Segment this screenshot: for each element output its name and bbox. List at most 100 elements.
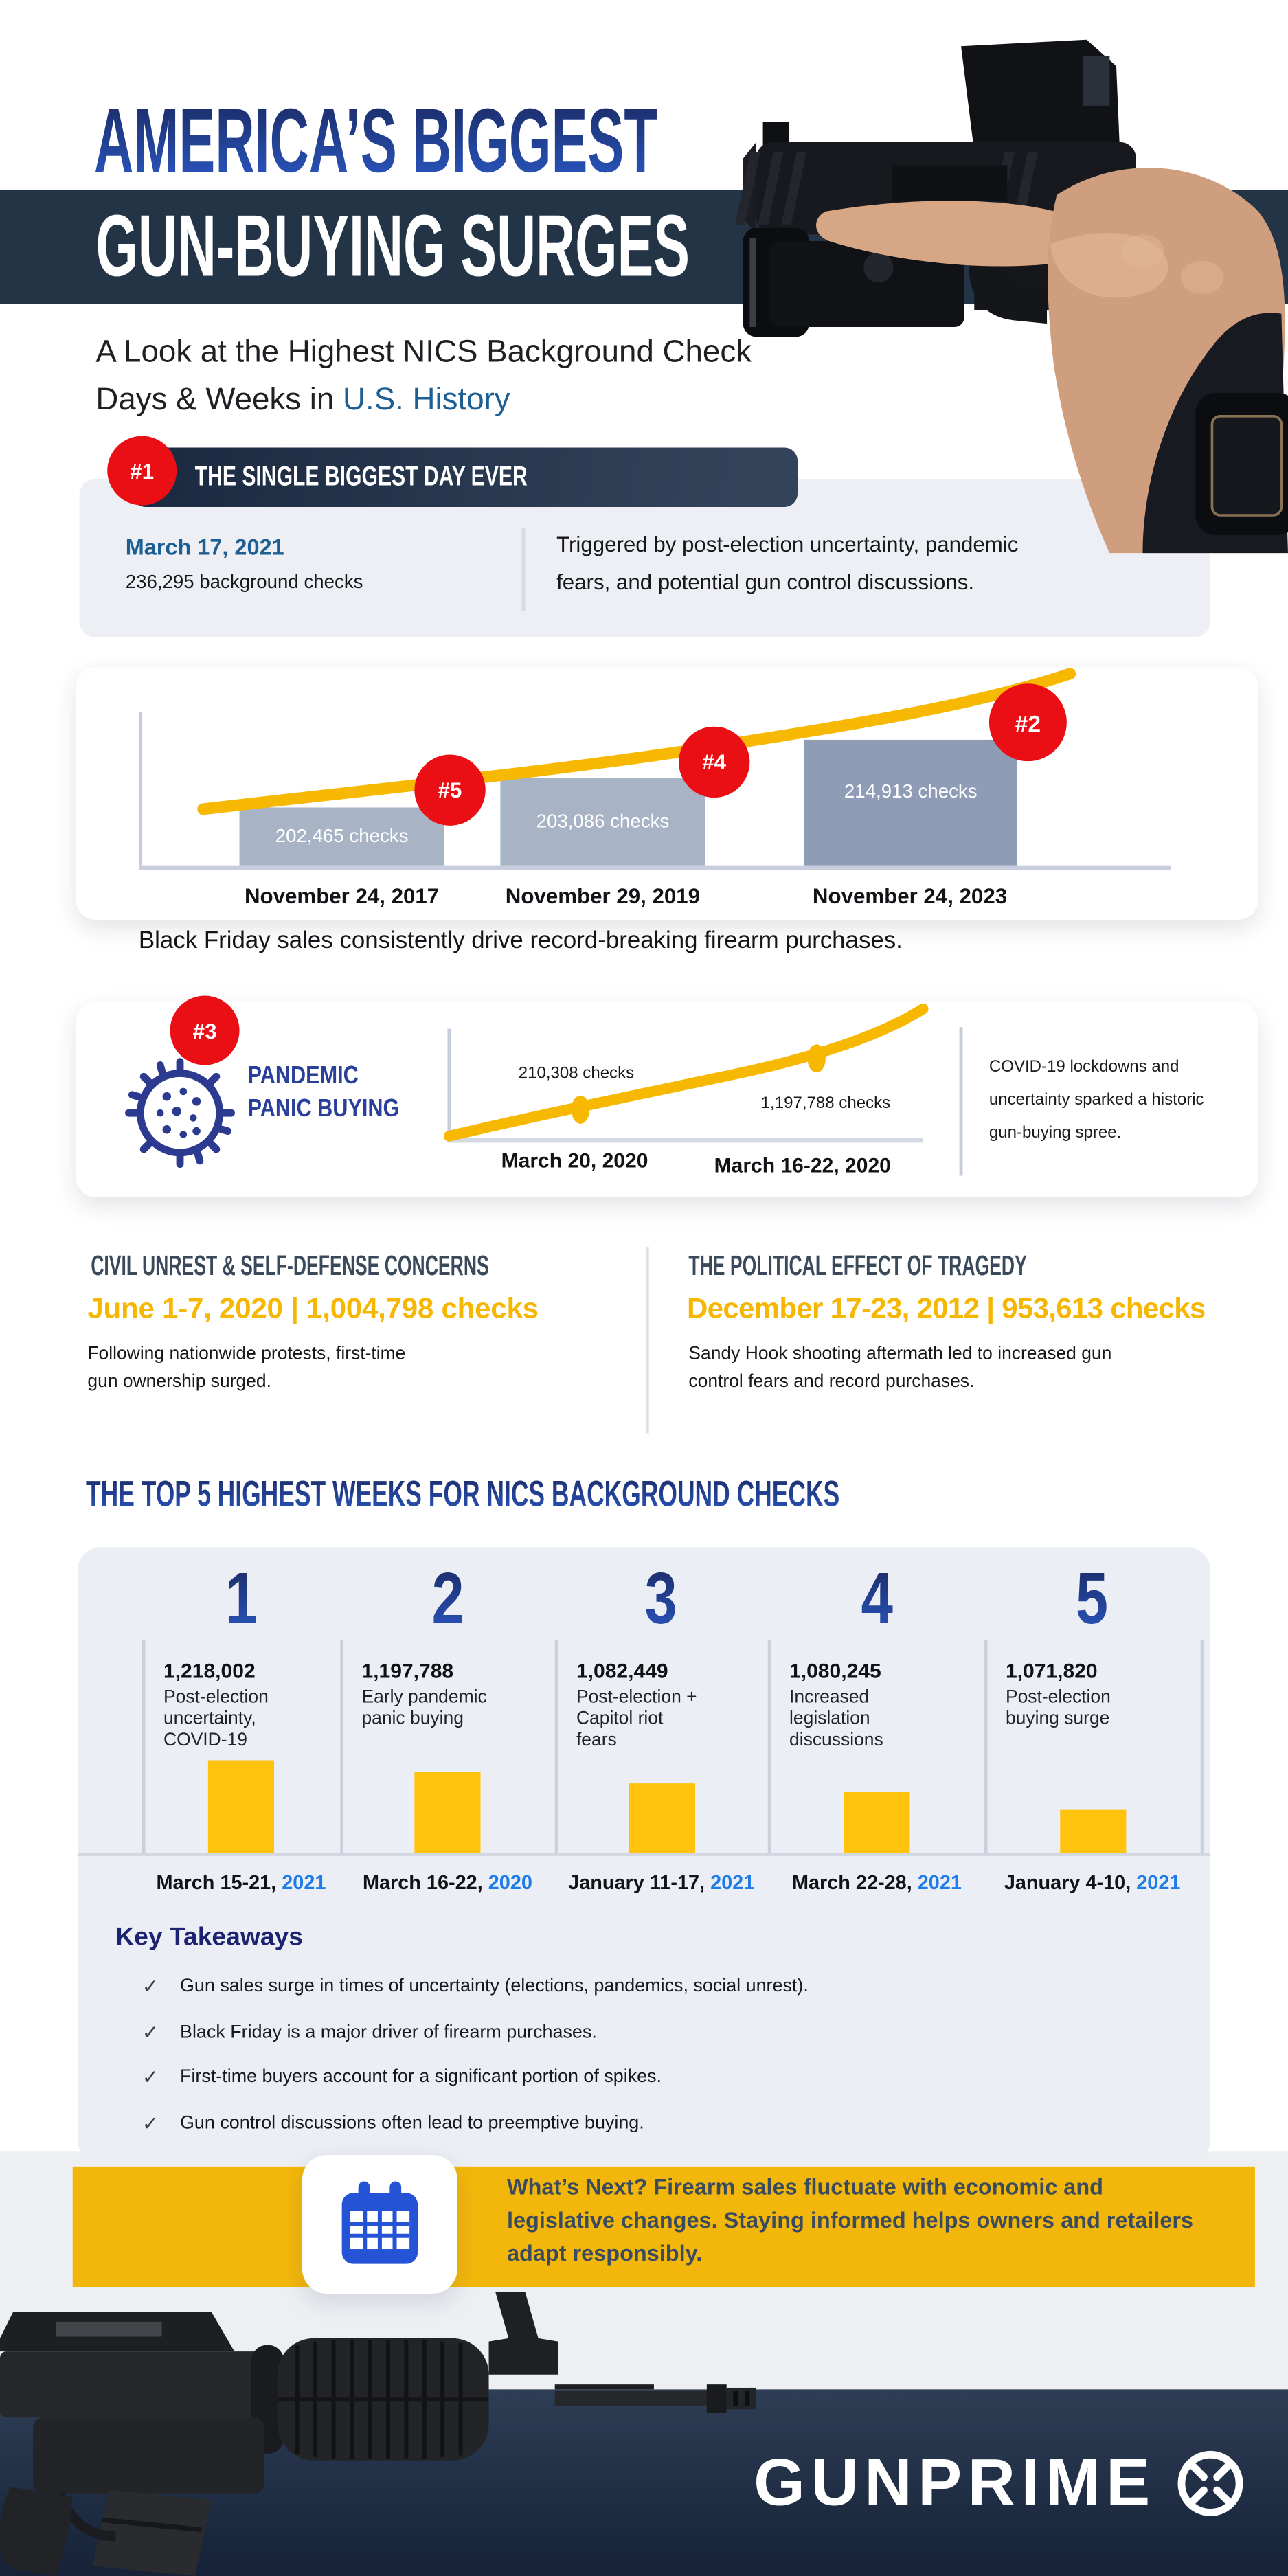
page-title-line2: GUN-BUYING SURGES (95, 198, 690, 296)
takeaways-title: Key Takeaways (115, 1923, 304, 1952)
bf-date-2019: November 29, 2019 (505, 883, 700, 909)
top5-divider (767, 1640, 771, 1853)
takeaway-item: ✓ Gun sales surge in times of uncertainty… (142, 1974, 809, 1998)
rank2-badge: #2 (988, 683, 1067, 762)
top5-panel: 1 2 3 4 5 1,218,002 Post-election uncert… (77, 1547, 1211, 2164)
takeaway-item: ✓ First-time buyers account for a signifi… (142, 2066, 662, 2089)
check-icon: ✓ (142, 1974, 159, 1998)
top5-item: 1,218,002 Post-election uncertainty, COV… (163, 1660, 289, 1752)
bf-x-axis (138, 865, 1171, 870)
virus-icon (125, 1058, 235, 1168)
top5-year: 2020 (488, 1871, 532, 1895)
event2-description: Sandy Hook shooting aftermath led to inc… (688, 1344, 1112, 1393)
check-icon: ✓ (142, 2020, 159, 2044)
rank3-badge: #3 (170, 995, 240, 1065)
top5-divider (984, 1640, 987, 1853)
top5-year: 2021 (917, 1871, 962, 1895)
top5-year: 2021 (710, 1871, 755, 1895)
top5-year: 2021 (1136, 1871, 1181, 1895)
section1-header-bar: THE SINGLE BIGGEST DAY EVER (132, 447, 798, 507)
pandemic-title-line1: PANDEMIC (247, 1061, 359, 1090)
top5-rank-4: 4 (860, 1559, 893, 1640)
top5-rank-5: 5 (1075, 1559, 1108, 1640)
event1-title: CIVIL UNREST & SELF-DEFENSE CONCERNS (91, 1250, 489, 1282)
pandemic-point2-value: 1,197,788 checks (760, 1094, 891, 1114)
top5-divider (340, 1640, 343, 1853)
takeaway-item: ✓ Black Friday is a major driver of firea… (142, 2020, 597, 2044)
top5-value: 1,197,788 (361, 1659, 454, 1683)
top5-value: 1,071,820 (1005, 1659, 1098, 1683)
event1-description: Following nationwide protests, first-tim… (87, 1344, 406, 1393)
pandemic-x-axis (447, 1138, 923, 1143)
whats-next-banner (72, 2165, 1255, 2287)
subtitle-highlight: U.S. History (343, 382, 510, 417)
pandemic-description: COVID-19 lockdowns and uncertainty spark… (988, 1058, 1204, 1143)
pandemic-title-line2: PANIC BUYING (247, 1094, 400, 1123)
event2-stat: December 17-23, 2012 | 953,613 checks (686, 1291, 1206, 1324)
top5-bar-2 (414, 1772, 481, 1854)
top5-item: 1,197,788 Early pandemic panic buying (361, 1660, 487, 1730)
top5-label: Post-election uncertainty, COVID-19 (163, 1687, 269, 1751)
handgun-photo (734, 39, 1288, 554)
page-title-line1: AMERICA’S BIGGEST (94, 89, 657, 192)
pandemic-card: #3 PANDEMIC PANIC BUYING 210,308 checks … (76, 995, 1258, 1197)
check-icon: ✓ (142, 2112, 159, 2136)
black-friday-card: 202,465 checks 203,086 checks 214,913 ch… (76, 667, 1258, 920)
top5-date-1: March 15-21, 2021 (156, 1871, 326, 1895)
section1-date: March 17, 2021 (125, 534, 284, 560)
top5-date-2: March 16-22, 2020 (362, 1871, 532, 1895)
calendar-icon (341, 2181, 418, 2264)
top5-item: 1,080,245 Increased legislation discussi… (789, 1660, 915, 1752)
calendar-card (302, 2155, 457, 2294)
rank1-badge: #1 (107, 436, 177, 506)
top5-value: 1,080,245 (789, 1659, 881, 1683)
top5-baseline (77, 1853, 1211, 1857)
rank5-badge: #5 (414, 754, 486, 826)
top5-value: 1,218,002 (163, 1659, 256, 1683)
pandemic-divider (959, 1027, 963, 1176)
subtitle: A Look at the Highest NICS Background Ch… (95, 330, 773, 425)
top5-divider (1200, 1640, 1204, 1853)
top5-divider (142, 1640, 145, 1853)
top5-label: Post-election + Capitol riot fears (576, 1687, 697, 1751)
pandemic-point1-date: March 20, 2020 (501, 1149, 648, 1173)
crosshair-logo-icon (1177, 2450, 1243, 2516)
top5-rank-1: 1 (225, 1559, 258, 1640)
rank4-badge: #4 (678, 726, 750, 798)
pandemic-point2-date: March 16-22, 2020 (714, 1154, 891, 1177)
check-icon: ✓ (142, 2066, 159, 2089)
bf-y-axis (138, 712, 142, 866)
top5-rank-3: 3 (644, 1559, 677, 1640)
rifle-photo (0, 2292, 756, 2576)
top5-bar-3 (628, 1784, 694, 1854)
event2-title: THE POLITICAL EFFECT OF TRAGEDY (688, 1250, 1027, 1282)
subtitle-text: A Look at the Highest NICS Background Ch… (95, 335, 752, 417)
top5-rank-2: 2 (431, 1559, 464, 1640)
top5-year: 2021 (282, 1871, 326, 1895)
event1-stat: June 1-7, 2020 | 1,004,798 checks (87, 1291, 539, 1324)
top5-date-4: March 22-28, 2021 (791, 1871, 962, 1895)
section1-checks: 236,295 background checks (125, 573, 363, 593)
top5-label: Early pandemic panic buying (361, 1687, 487, 1729)
top5-divider (554, 1640, 558, 1853)
top5-bar-1 (207, 1761, 275, 1854)
top5-bar-5 (1059, 1810, 1126, 1854)
section1-divider (521, 528, 526, 611)
pandemic-point1-value: 210,308 checks (518, 1065, 635, 1083)
top5-label: Post-election buying surge (1005, 1687, 1111, 1729)
top5-item: 1,071,820 Post-election buying surge (1006, 1660, 1131, 1730)
black-friday-caption: Black Friday sales consistently drive re… (138, 927, 903, 955)
brand-logo: GUNPRIME (754, 2445, 1248, 2522)
top5-date-5: January 4-10, 2021 (1004, 1871, 1181, 1895)
events-divider (645, 1246, 649, 1434)
top5-label: Increased legislation discussions (789, 1687, 883, 1751)
bf-date-2023: November 24, 2023 (812, 883, 1008, 909)
bf-bar-2019: 203,086 checks (500, 778, 705, 866)
top5-date-3: January 11-17, 2021 (568, 1871, 755, 1895)
bf-bar-2023: 214,913 checks (804, 739, 1017, 866)
pandemic-y-axis (447, 1028, 451, 1138)
top5-bar-4 (844, 1791, 910, 1854)
whats-next-text: What’s Next? Firearm sales fluctuate wit… (506, 2174, 1194, 2267)
